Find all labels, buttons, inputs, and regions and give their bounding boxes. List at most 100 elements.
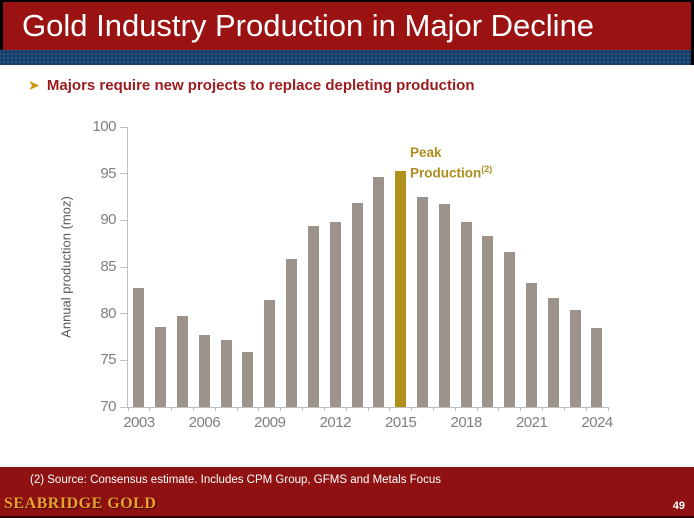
bar-slot-2009 [259,127,281,407]
bar-slot-2008 [237,127,259,407]
x-axis-label-2003: 2003 [123,414,155,431]
x-axis-tick [323,407,325,411]
header-accent-stripe [0,50,694,65]
footer-band: (2) Source: Consensus estimate. Includes… [0,467,694,518]
y-axis-tick-label: 75 [100,351,116,369]
bar-slot-2007 [215,127,237,407]
x-axis-tick [214,407,216,411]
slide-title: Gold Industry Production in Major Declin… [22,8,595,43]
bar-2022 [547,297,559,407]
x-axis-tick [280,407,282,411]
bar-slot-2004 [150,127,172,407]
bar-2003 [133,288,145,407]
bar-slot-2024 [586,127,608,407]
y-axis-tick-label: 70 [100,398,116,415]
bullet-line: ➤ Majors require new projects to replace… [28,77,474,94]
x-axis-tick [127,407,129,411]
bar-2004 [155,326,167,407]
bar-2017 [438,203,450,407]
peak-production-annotation: Peak Production(2) [410,144,492,182]
source-footnote: (2) Source: Consensus estimate. Includes… [30,474,441,486]
x-axis-tick [258,407,260,411]
x-axis-tick [389,407,391,411]
slide-title-band: Gold Industry Production in Major Declin… [0,0,694,50]
bar-2011 [307,225,319,407]
bar-slot-2012 [324,127,346,407]
x-axis-tick [585,407,587,411]
bar-slot-2010 [281,127,303,407]
bar-slot-2019 [477,127,499,407]
bar-2006 [198,335,210,407]
y-axis-tick-label: 95 [100,164,116,182]
y-axis-tick-label: 80 [100,304,116,322]
x-axis-tick [171,407,173,411]
bar-series [128,127,608,407]
y-axis-tick-label: 100 [92,118,116,135]
y-axis-tick [120,266,128,268]
bar-2020 [504,252,516,407]
bar-2008 [242,351,254,407]
bar-2012 [329,222,341,407]
x-axis-tick [149,407,151,411]
x-axis-tick [498,407,500,411]
x-axis-tick [411,407,413,411]
y-axis-tick [120,313,128,315]
bar-2019 [482,236,494,407]
bar-2021 [526,282,538,407]
y-axis-tick [120,173,128,175]
x-axis-tick [454,407,456,411]
bar-2023 [569,309,581,407]
bar-slot-2011 [303,127,325,407]
bar-2024 [591,327,603,407]
bar-2005 [177,315,189,407]
x-axis-label-2012: 2012 [319,414,352,431]
bar-slot-2005 [172,127,194,407]
peak-bar-2015 [395,170,407,407]
bullet-text: Majors require new projects to replace d… [46,77,475,94]
bar-2007 [220,339,232,407]
page-number: 49 [672,500,685,512]
bar-2010 [286,258,298,407]
x-axis-tick [302,407,304,411]
y-axis-tick [120,219,128,221]
x-axis-tick [192,407,194,411]
bar-slot-2017 [433,127,455,407]
bar-2016 [416,197,428,407]
y-axis-tick [120,359,128,361]
x-axis-tick [367,407,369,411]
bar-slot-2006 [193,127,215,407]
x-axis-label-2024: 2024 [581,414,613,431]
y-axis-tick-label: 85 [100,258,116,275]
x-axis-tick [432,407,434,411]
x-axis-tick [542,407,544,411]
x-axis-label-2015: 2015 [385,414,417,431]
y-axis-tick [120,126,128,128]
x-axis-tick [345,407,347,411]
x-axis-label-2006: 2006 [188,414,221,431]
x-axis-label-2009: 2009 [254,414,286,431]
bar-slot-2018 [455,127,477,407]
peak-note-line1: Peak [410,145,442,160]
y-axis-tick [120,406,128,408]
x-axis-label-2021: 2021 [515,414,548,431]
plot-area: Peak Production(2) 70 75 80 85 90 95 100 2003 20… [92,118,613,431]
arrow-bullet-icon: ➤ [28,77,40,93]
bar-slot-2023 [564,127,586,407]
bar-2013 [351,202,363,407]
y-axis-tick-label: 90 [100,211,116,229]
peak-note-line2: Production [410,165,482,181]
bar-2009 [264,299,276,407]
bar-slot-2020 [499,127,521,407]
x-axis-tick [520,407,522,411]
x-axis-tick [563,407,565,411]
x-axis-label-2018: 2018 [450,414,482,431]
bar-slot-2013 [346,127,368,407]
seabridge-gold-logo: SEABRIDGE GOLD [4,495,157,512]
x-axis-tick [607,407,609,411]
peak-note-superscript: (2) [481,164,493,174]
bar-2014 [373,177,385,407]
x-axis-tick [476,407,478,411]
bar-slot-2014 [368,127,390,407]
bar-slot-2003 [128,127,150,407]
x-axis-tick [236,407,238,411]
